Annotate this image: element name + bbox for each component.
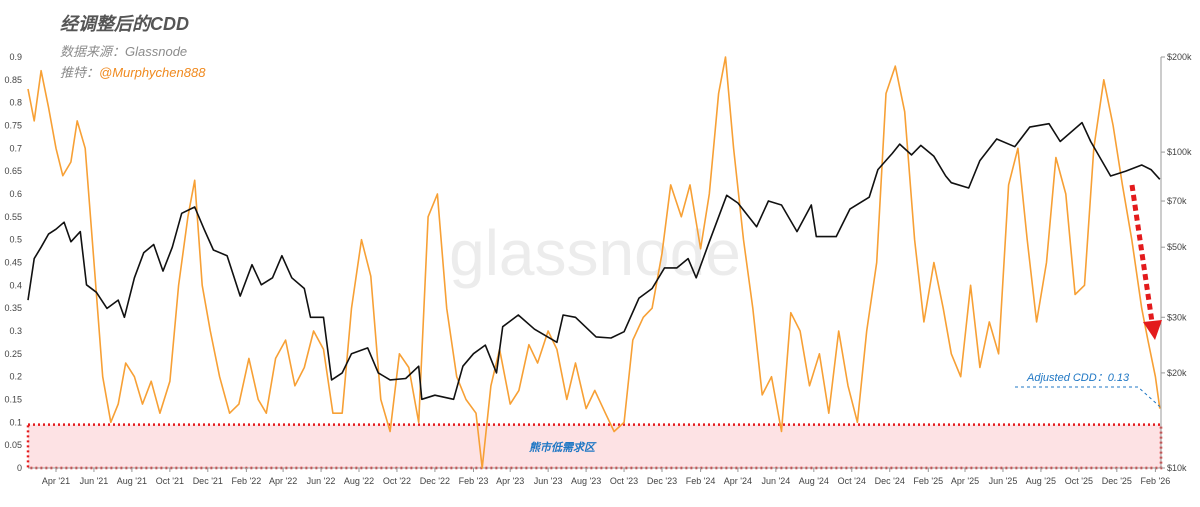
- y-left-tick-label: 0.65: [4, 166, 22, 176]
- twitter-label: 推特：: [60, 65, 100, 80]
- y-left-tick-label: 0.2: [9, 372, 22, 382]
- x-tick-label: Oct '23: [610, 476, 638, 486]
- trend-arrow-shaft: [1129, 184, 1155, 323]
- x-tick-label: Apr '22: [269, 476, 297, 486]
- y-left-tick-label: 0.25: [4, 349, 22, 359]
- y-left-tick-label: 0.85: [4, 75, 22, 85]
- low-demand-zone-label: 熊市低需求区: [529, 441, 597, 454]
- x-tick-label: Jun '25: [989, 476, 1018, 486]
- y-left-tick-label: 0.7: [9, 143, 22, 153]
- data-source-line: 数据来源：Glassnode: [60, 41, 187, 60]
- x-tick-label: Aug '25: [1026, 476, 1056, 486]
- x-tick-label: Apr '24: [724, 476, 752, 486]
- x-tick-label: Oct '24: [838, 476, 866, 486]
- x-tick-label: Jun '21: [80, 476, 109, 486]
- twitter-line: 推特：@Murphychen888: [60, 62, 205, 81]
- data-source-value: Glassnode: [125, 44, 188, 59]
- x-tick-label: Oct '21: [156, 476, 184, 486]
- y-left-tick-label: 0.4: [9, 280, 22, 290]
- low-demand-zone: [26, 423, 1163, 470]
- x-tick-label: Oct '25: [1065, 476, 1093, 486]
- y-right-tick-label: $50k: [1167, 242, 1187, 252]
- trend-arrow-head: [1143, 320, 1162, 340]
- y-right-tick-label: $70k: [1167, 196, 1187, 206]
- y-left-tick-label: 0.8: [9, 98, 22, 108]
- current-cdd-label: Adjusted CDD：0.13: [1026, 372, 1130, 384]
- y-right-tick-label: $20k: [1167, 368, 1187, 378]
- x-tick-label: Apr '21: [42, 476, 70, 486]
- y-right-tick-label: $200k: [1167, 52, 1192, 62]
- y-left-tick-label: 0.5: [9, 235, 22, 245]
- x-tick-label: Oct '22: [383, 476, 411, 486]
- y-right-tick-label: $10k: [1167, 463, 1187, 473]
- current-cdd-leader: [1015, 386, 1161, 407]
- y-right-tick-label: $100k: [1167, 147, 1192, 157]
- data-source-label: 数据来源：: [60, 44, 126, 59]
- y-left-tick-label: 0.3: [9, 326, 22, 336]
- y-left-tick-label: 0.45: [4, 258, 22, 268]
- y-left-tick-label: 0.75: [4, 121, 22, 131]
- adjusted-cdd-line: [27, 56, 1161, 469]
- x-tick-label: Aug '22: [344, 476, 374, 486]
- x-tick-label: Dec '25: [1102, 476, 1132, 486]
- y-left-tick-label: 0.6: [9, 189, 22, 199]
- x-tick-label: Dec '22: [420, 476, 450, 486]
- y-left-tick-label: 0: [17, 463, 22, 473]
- x-tick-label: Feb '25: [913, 476, 943, 486]
- y-left-tick-label: 0.35: [4, 303, 22, 313]
- x-tick-label: Feb '23: [459, 476, 489, 486]
- x-tick-label: Dec '21: [193, 476, 223, 486]
- y-left-tick-label: 0.15: [4, 395, 22, 405]
- x-tick-label: Jun '24: [761, 476, 790, 486]
- x-tick-label: Feb '24: [686, 476, 716, 486]
- watermark-text: glassnode: [449, 217, 741, 289]
- x-tick-label: Aug '23: [571, 476, 601, 486]
- x-tick-label: Dec '23: [647, 476, 677, 486]
- x-tick-label: Feb '26: [1141, 476, 1171, 486]
- chart-title: 经调整后的CDD: [60, 14, 189, 34]
- y-left-tick-label: 0.1: [9, 417, 22, 427]
- y-left-tick-label: 0.9: [9, 52, 22, 62]
- y-left-tick-label: 0.05: [4, 440, 22, 450]
- x-tick-label: Jun '23: [534, 476, 563, 486]
- x-tick-label: Feb '22: [232, 476, 262, 486]
- x-tick-label: Dec '24: [875, 476, 905, 486]
- x-tick-label: Aug '24: [799, 476, 829, 486]
- y-left-tick-label: 0.55: [4, 212, 22, 222]
- x-tick-label: Apr '23: [496, 476, 524, 486]
- twitter-handle: @Murphychen888: [99, 65, 206, 80]
- x-tick-label: Jun '22: [307, 476, 336, 486]
- x-tick-label: Apr '25: [951, 476, 979, 486]
- x-tick-label: Aug '21: [117, 476, 147, 486]
- y-right-tick-label: $30k: [1167, 312, 1187, 322]
- btc-price-line: [27, 121, 1161, 401]
